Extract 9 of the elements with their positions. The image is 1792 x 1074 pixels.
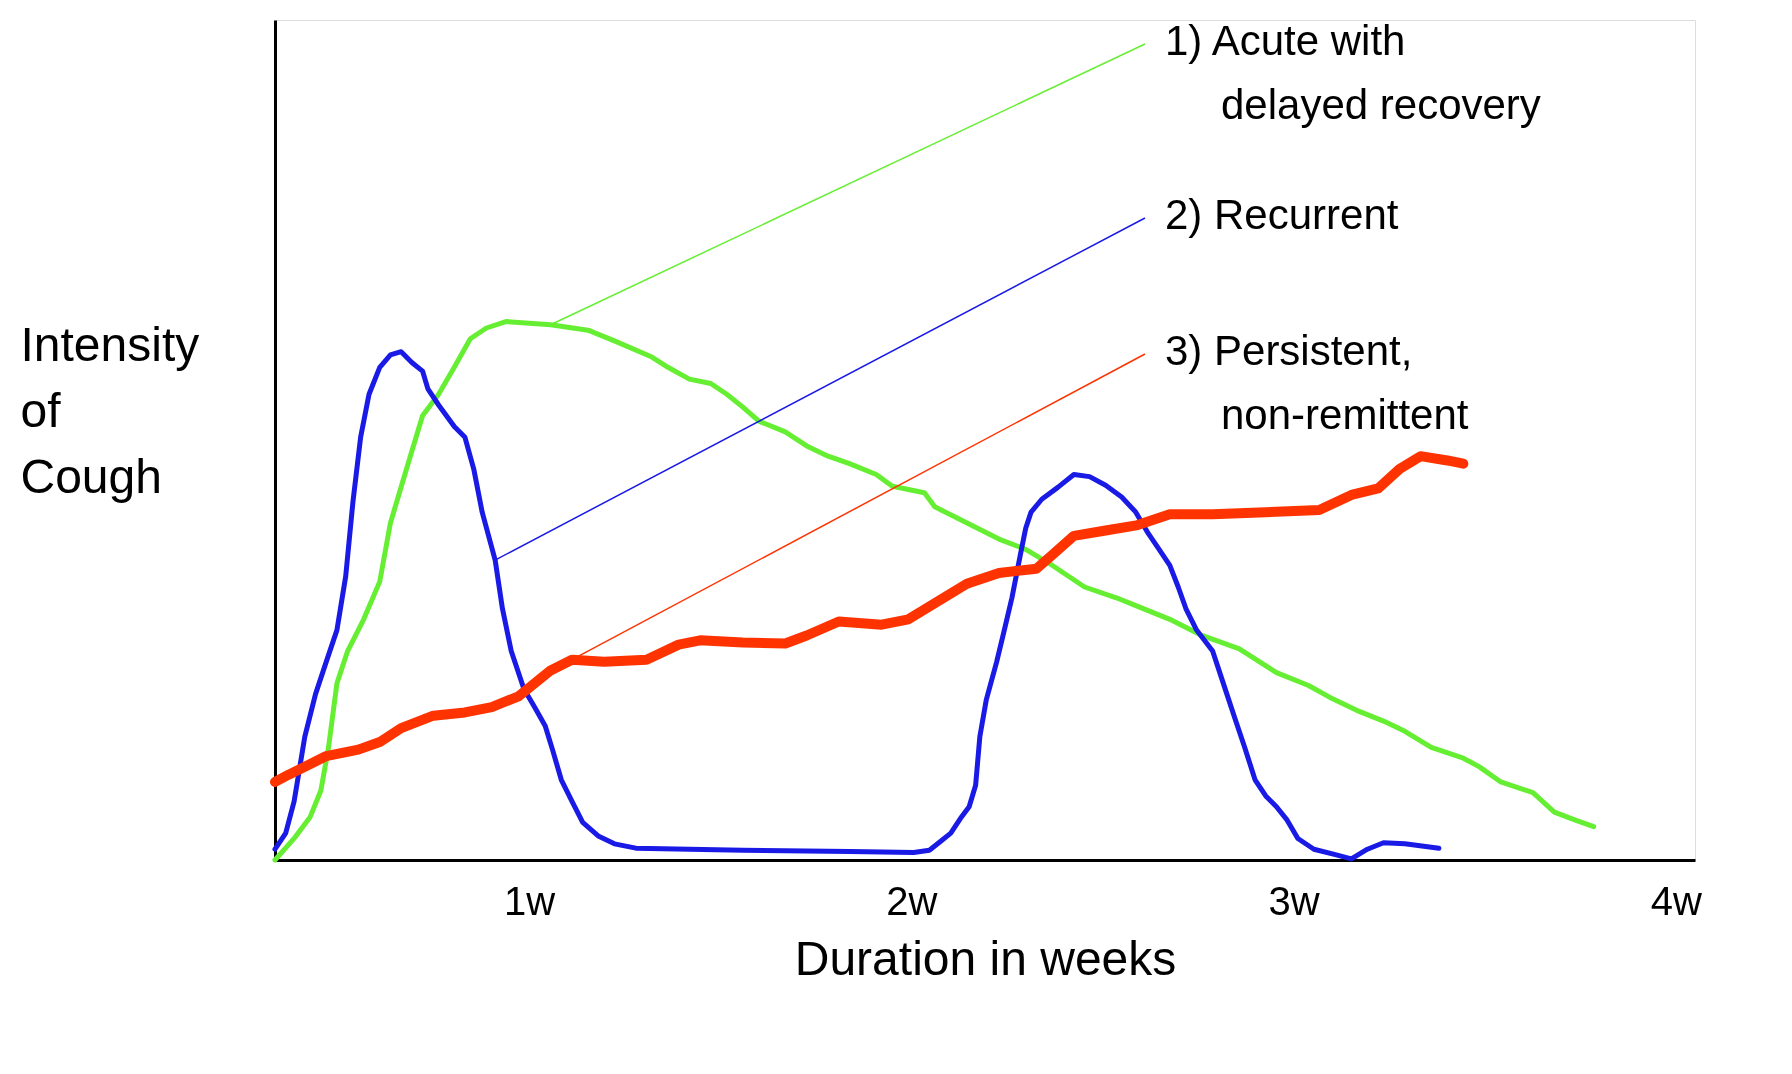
- x-tick-label: 3w: [1268, 878, 1320, 923]
- series-label: 3) Persistent, non-remittent: [1165, 327, 1469, 438]
- x-tick-label: 1w: [504, 878, 556, 923]
- text: 1) Acute with delayed recovery: [1165, 17, 1541, 128]
- x-axis-title: Duration in weeks: [794, 931, 1177, 985]
- x-tick-label: 2w: [886, 878, 938, 923]
- y-axis-title: Intensity of Cough: [20, 317, 200, 503]
- text: 2) Recurrent: [1165, 191, 1399, 238]
- x-tick-label: 4w: [1650, 878, 1703, 923]
